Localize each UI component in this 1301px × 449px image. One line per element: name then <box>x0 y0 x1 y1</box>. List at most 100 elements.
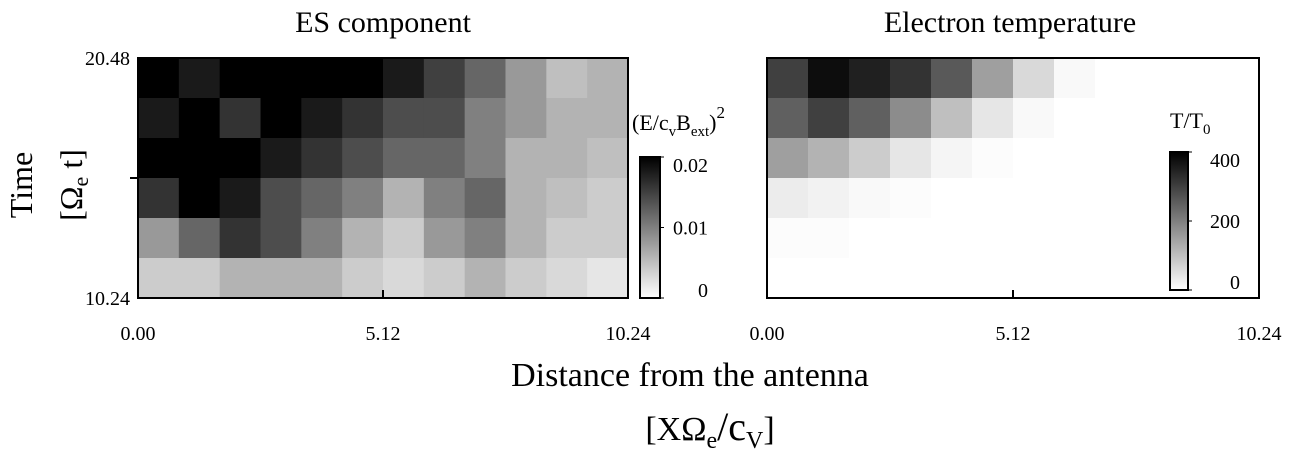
heat-cell <box>423 98 466 139</box>
heat-cell <box>260 138 302 179</box>
heat-cell <box>767 258 809 299</box>
heat-cell <box>464 98 506 139</box>
heat-cell <box>587 178 629 219</box>
colorbar <box>639 156 661 299</box>
heat-cell <box>931 258 973 299</box>
heat-cell <box>301 138 343 179</box>
heat-cell <box>767 138 809 179</box>
heat-cell <box>1054 258 1096 299</box>
x-tick-label: 10.24 <box>606 323 651 345</box>
heat-cell <box>587 98 629 139</box>
heat-cell <box>587 58 629 99</box>
heat-cell <box>890 258 932 299</box>
heat-cell <box>767 218 809 259</box>
heat-cell <box>1177 58 1219 99</box>
heat-cell <box>808 138 850 179</box>
x-label-units: [XΩe/cV] <box>645 404 774 449</box>
heat-cell <box>423 258 466 299</box>
colorbar-label: (E/cvBext)2 <box>632 103 725 140</box>
heat-cell <box>587 218 629 259</box>
heat-cell <box>849 258 891 299</box>
heat-cell <box>1013 178 1055 219</box>
colorbar-tick-label: 0.02 <box>673 155 708 177</box>
colorbar <box>1169 151 1189 291</box>
x-tick-label: 10.24 <box>1237 323 1282 345</box>
heat-cell <box>1136 98 1178 139</box>
heat-cell <box>464 138 506 179</box>
y-label-units: [Ωe t] <box>53 149 93 221</box>
heat-cell <box>1095 58 1137 99</box>
heat-cell <box>1218 258 1260 299</box>
heat-cell <box>505 98 547 139</box>
heat-cell <box>972 218 1014 259</box>
heat-cell <box>767 178 809 219</box>
heat-cell <box>1218 218 1260 259</box>
heat-cell <box>219 218 261 259</box>
heat-cell <box>890 98 932 139</box>
heat-cell <box>342 98 384 139</box>
heat-cell <box>505 58 547 99</box>
colorbar-label-part: (E/c <box>632 110 669 135</box>
heat-cell <box>301 218 343 259</box>
heat-cell <box>219 138 261 179</box>
heat-cell <box>423 58 466 99</box>
heat-cell <box>505 178 547 219</box>
y-tick-label: 20.48 <box>85 48 130 70</box>
heat-cell <box>808 58 850 99</box>
heat-cell <box>890 58 932 99</box>
colorbar-label: T/T0 <box>1170 108 1211 138</box>
heat-cell <box>890 138 932 179</box>
x-tick-label: 5.12 <box>996 323 1031 345</box>
heat-cell <box>546 58 588 99</box>
heat-cell <box>219 58 261 99</box>
heat-cell <box>178 218 221 259</box>
heat-cell <box>301 58 343 99</box>
heat-cell <box>972 258 1014 299</box>
colorbar-label-part: ext <box>691 124 710 140</box>
chart-title: ES component <box>295 6 471 39</box>
heat-cell <box>1218 98 1260 139</box>
heat-cell <box>505 138 547 179</box>
heat-cell <box>587 138 629 179</box>
heat-cell <box>464 178 506 219</box>
heat-cell <box>767 98 809 139</box>
heat-cell <box>178 178 221 219</box>
x-label: Distance from the antenna <box>511 357 869 394</box>
heat-cell <box>931 178 973 219</box>
y-label: Time <box>3 152 39 218</box>
heat-cell <box>546 138 588 179</box>
heat-cell <box>260 98 302 139</box>
heat-cell <box>1054 178 1096 219</box>
heat-cell <box>342 58 384 99</box>
heat-cell <box>178 258 221 299</box>
colorbar-label-part: 0 <box>1203 122 1211 138</box>
heat-cell <box>342 218 384 259</box>
colorbar-label-part: ) <box>709 110 716 135</box>
heat-cell <box>301 258 343 299</box>
heat-cell <box>890 178 932 219</box>
heat-cell <box>1013 218 1055 259</box>
heat-cell <box>1013 98 1055 139</box>
heat-cell <box>1218 58 1260 99</box>
heat-cell <box>383 98 425 139</box>
y-tick-label: 10.24 <box>85 288 130 310</box>
heat-cell <box>178 98 221 139</box>
heat-cell <box>546 98 588 139</box>
heat-cell <box>931 138 973 179</box>
colorbar-tick-label: 0 <box>698 280 708 302</box>
heat-cell <box>138 58 180 99</box>
heat-cell <box>849 178 891 219</box>
heat-cell <box>383 138 425 179</box>
heat-cell <box>301 178 343 219</box>
heat-cell <box>931 98 973 139</box>
heat-cell <box>931 218 973 259</box>
colorbar-tick-label: 0 <box>1230 272 1240 294</box>
heat-cell <box>138 178 180 219</box>
heat-cell <box>178 58 221 99</box>
heat-cell <box>1095 258 1137 299</box>
heat-cell <box>138 258 180 299</box>
heat-cell <box>1054 138 1096 179</box>
heat-cell <box>808 218 850 259</box>
heat-cell <box>849 138 891 179</box>
